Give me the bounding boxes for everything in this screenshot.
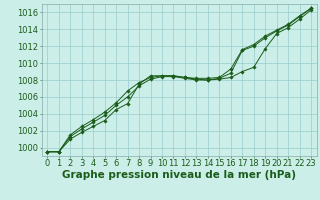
X-axis label: Graphe pression niveau de la mer (hPa): Graphe pression niveau de la mer (hPa) [62,170,296,180]
